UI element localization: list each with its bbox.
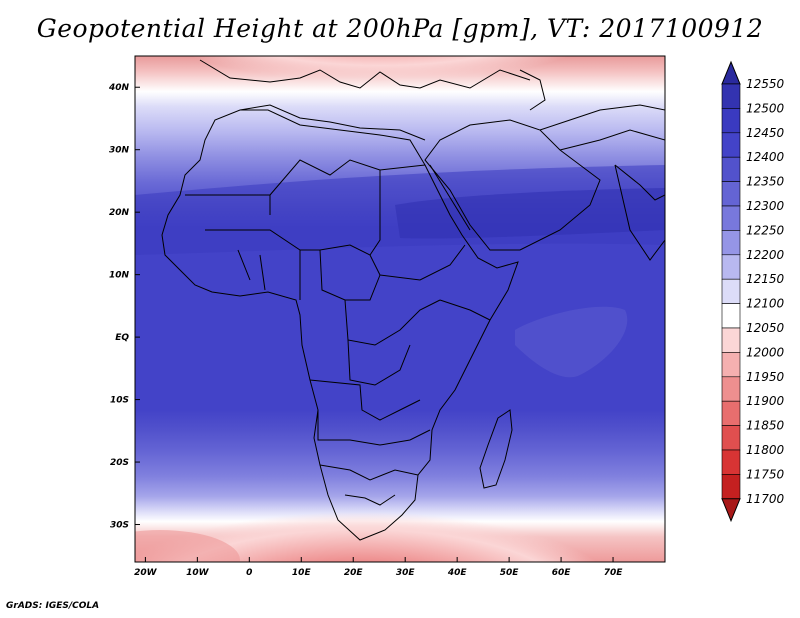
plot-frame bbox=[134, 55, 666, 563]
colorbar-swatch bbox=[721, 400, 741, 426]
colorbar-level-label: 11900 bbox=[746, 394, 785, 408]
colorbar-level-label: 11700 bbox=[746, 492, 785, 506]
colorbar-swatch bbox=[721, 254, 741, 280]
colorbar-level-label: 12100 bbox=[746, 297, 785, 311]
colorbar-bottom-arrow bbox=[721, 498, 741, 523]
colorbar-level-label: 11950 bbox=[746, 370, 785, 384]
lon-tick-label: 10E bbox=[292, 568, 312, 578]
lat-tick-label: 20S bbox=[110, 458, 129, 468]
lat-tick-label: 30S bbox=[110, 521, 129, 531]
colorbar-swatch bbox=[721, 425, 741, 451]
colorbar-swatch bbox=[721, 83, 741, 109]
colorbar-swatch bbox=[721, 376, 741, 402]
lon-tick-label: 10W bbox=[186, 568, 210, 578]
colorbar-swatch bbox=[721, 205, 741, 231]
lon-tick-label: 70E bbox=[604, 568, 624, 578]
chart-title: Geopotential Height at 200hPa [gpm], VT:… bbox=[36, 14, 764, 43]
lon-tick-label: 30E bbox=[396, 568, 416, 578]
colorbar-level-label: 12350 bbox=[746, 175, 785, 189]
colorbar-level-label: 12450 bbox=[746, 126, 785, 140]
colorbar-swatch bbox=[721, 327, 741, 353]
colorbar-level-label: 12150 bbox=[746, 272, 785, 286]
lat-tick-label: 40N bbox=[108, 83, 130, 93]
colorbar-swatch bbox=[721, 132, 741, 158]
latitude-axis: 40N 30N 20N 10N EQ 10S 20S 30S bbox=[108, 83, 140, 531]
lon-tick-label: 20W bbox=[134, 568, 158, 578]
lon-tick-label: 20E bbox=[344, 568, 364, 578]
colorbar-swatch bbox=[721, 352, 741, 378]
colorbar-swatch bbox=[721, 474, 741, 500]
height-field bbox=[135, 56, 665, 562]
colorbar-swatch bbox=[721, 449, 741, 475]
colorbar-level-label: 12300 bbox=[746, 199, 785, 213]
colorbar-swatch bbox=[721, 278, 741, 304]
colorbar-top-arrow bbox=[721, 60, 741, 85]
colorbar-level-label: 11800 bbox=[746, 443, 785, 457]
colorbar-swatch bbox=[721, 181, 741, 207]
lat-tick-label: EQ bbox=[115, 333, 129, 343]
lon-tick-label: 60E bbox=[552, 568, 572, 578]
lat-tick-label: 30N bbox=[109, 146, 130, 156]
colorbar-level-label: 12200 bbox=[746, 248, 785, 262]
colorbar-level-label: 12050 bbox=[746, 321, 785, 335]
colorbar-level-label: 12400 bbox=[746, 150, 785, 164]
lon-tick-label: 0 bbox=[246, 568, 252, 578]
colorbar-level-label: 12500 bbox=[746, 101, 785, 115]
colorbar-level-label: 12250 bbox=[746, 223, 785, 237]
colorbar-swatch bbox=[721, 156, 741, 182]
lat-tick-label: 10S bbox=[110, 396, 129, 406]
colorbar-level-label: 12550 bbox=[746, 77, 785, 91]
colorbar-swatch bbox=[721, 230, 741, 256]
grads-credit: GrADS: IGES/COLA bbox=[6, 601, 100, 611]
longitude-axis: 20W 10W 0 10E 20E 30E 40E 50E 60E 70E bbox=[134, 557, 623, 578]
colorbar-swatch bbox=[721, 108, 741, 134]
colorbar-level-label: 11750 bbox=[746, 467, 785, 481]
lon-tick-label: 40E bbox=[447, 568, 468, 578]
colorbar-swatch bbox=[721, 303, 741, 329]
coastlines bbox=[161, 59, 665, 541]
colorbar-level-label: 11850 bbox=[746, 419, 785, 433]
colorbar-level-label: 12000 bbox=[746, 345, 785, 359]
lat-tick-label: 10N bbox=[109, 271, 130, 281]
lon-tick-label: 50E bbox=[500, 568, 520, 578]
lat-tick-label: 20N bbox=[109, 208, 130, 218]
